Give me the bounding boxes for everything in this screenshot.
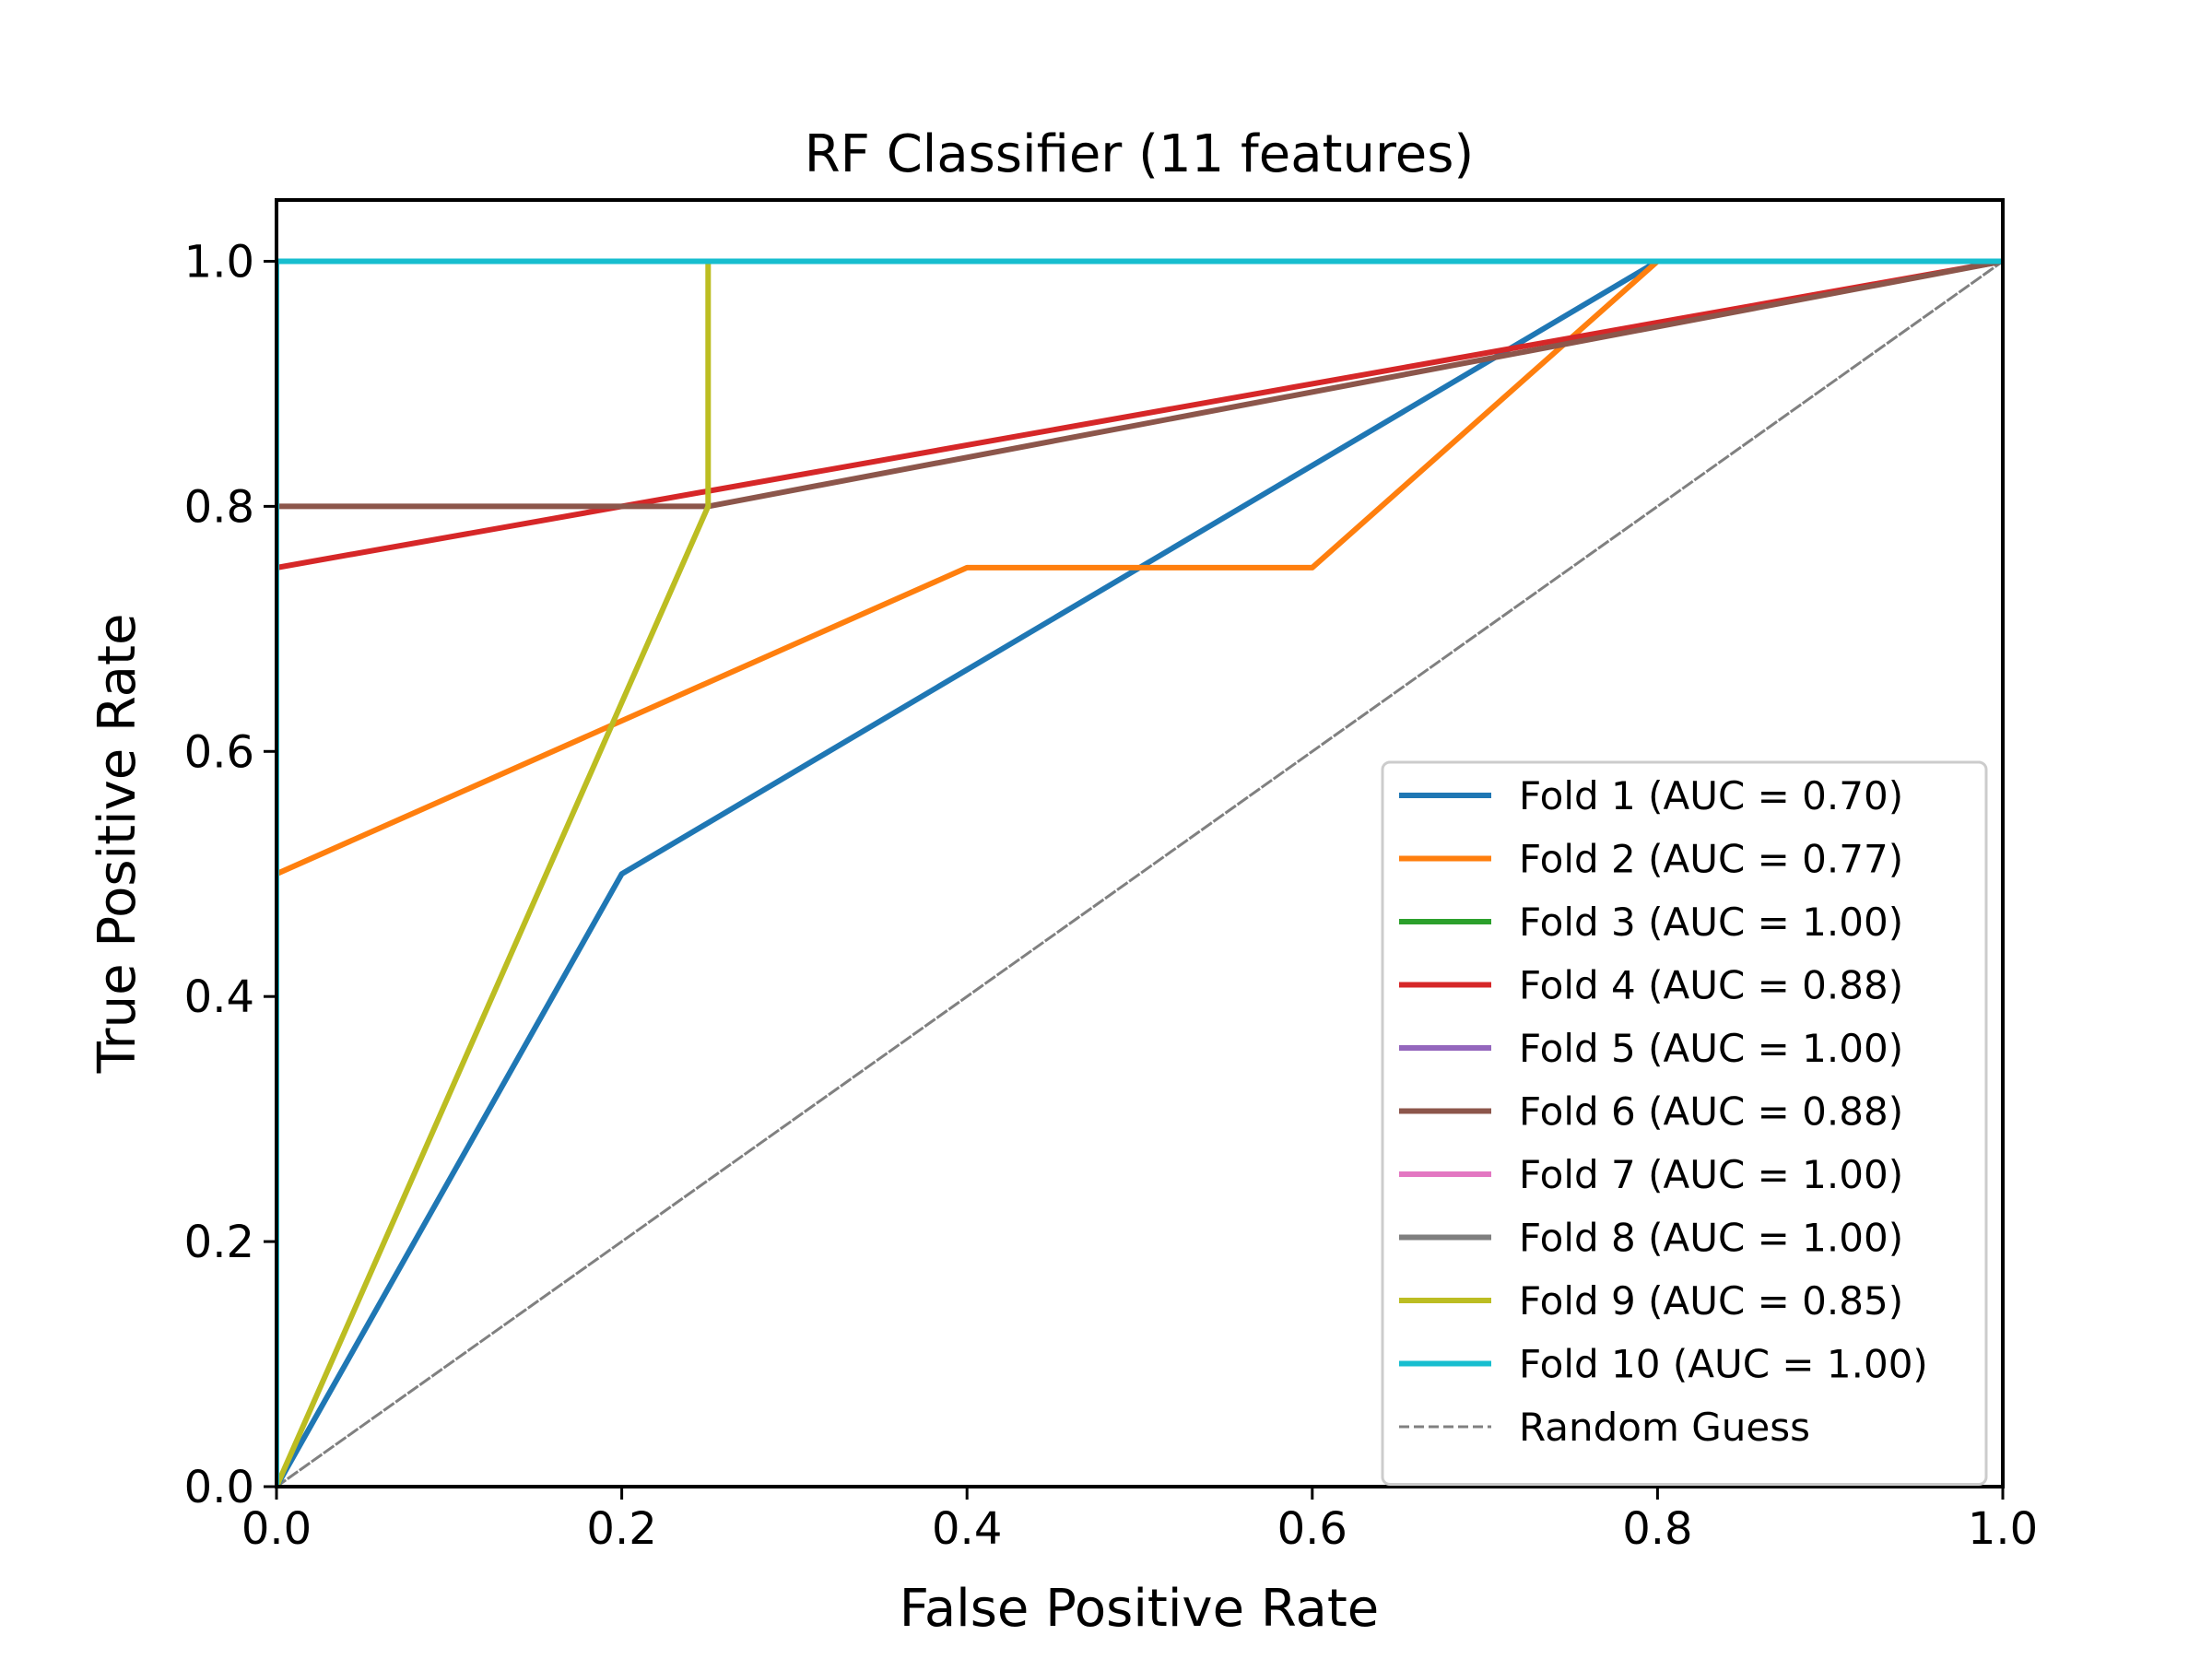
series-line-fold-6	[276, 258, 2003, 510]
legend-entry-label: Fold 5 (AUC = 1.00)	[1519, 1026, 1903, 1071]
legend-entry-label: Fold 3 (AUC = 1.00)	[1519, 900, 1903, 945]
x-tick-label: 0.0	[241, 1503, 312, 1555]
series-line-fold-10	[276, 258, 2003, 1487]
x-axis-label: False Positive Rate	[900, 1579, 1379, 1639]
legend-entry-label: Fold 1 (AUC = 0.70)	[1519, 773, 1903, 818]
x-tick-label: 1.0	[1968, 1503, 2038, 1555]
legend-entry-label: Fold 7 (AUC = 1.00)	[1519, 1152, 1903, 1197]
plot-area	[276, 258, 2003, 1487]
legend-entry-label: Fold 8 (AUC = 1.00)	[1519, 1216, 1903, 1261]
legend: Fold 1 (AUC = 0.70) Fold 2 (AUC = 0.77) Fo…	[1381, 760, 1988, 1486]
y-tick-label: 0.6	[184, 726, 254, 778]
axes-frame	[275, 198, 2005, 1488]
legend-frame	[1381, 760, 1988, 1486]
legend-entry-label: Fold 6 (AUC = 0.88)	[1519, 1089, 1903, 1135]
legend-entry-label: Fold 9 (AUC = 0.85)	[1519, 1278, 1903, 1324]
legend-entry-label: Fold 2 (AUC = 0.77)	[1519, 837, 1903, 882]
x-tick-label: 0.8	[1622, 1503, 1692, 1555]
y-tick-label: 0.8	[184, 481, 254, 533]
x-tick-label: 0.6	[1277, 1503, 1347, 1555]
legend-entry-label: Fold 4 (AUC = 0.88)	[1519, 963, 1903, 1008]
x-tick-label: 0.4	[932, 1503, 1002, 1555]
y-tick-label: 0.0	[184, 1462, 254, 1513]
random-guess-line	[276, 259, 2003, 1487]
y-tick-label: 1.0	[184, 236, 254, 288]
y-tick-label: 0.4	[184, 971, 254, 1023]
chart-title: RF Classifier (11 features)	[805, 124, 1474, 184]
legend-entry-label: Fold 10 (AUC = 1.00)	[1519, 1342, 1928, 1387]
x-axis-ticks: 0.0 0.2 0.4 0.6 0.8 1.0	[241, 1487, 2038, 1555]
series-line-fold-4	[276, 258, 2003, 571]
y-tick-label: 0.2	[184, 1217, 254, 1268]
y-axis-label: True Positive Rate	[88, 614, 147, 1075]
legend-entry-label: Random Guess	[1519, 1405, 1810, 1450]
y-axis-ticks: 0.0 0.2 0.4 0.6 0.8 1.0	[184, 236, 276, 1513]
x-tick-label: 0.2	[586, 1503, 656, 1555]
